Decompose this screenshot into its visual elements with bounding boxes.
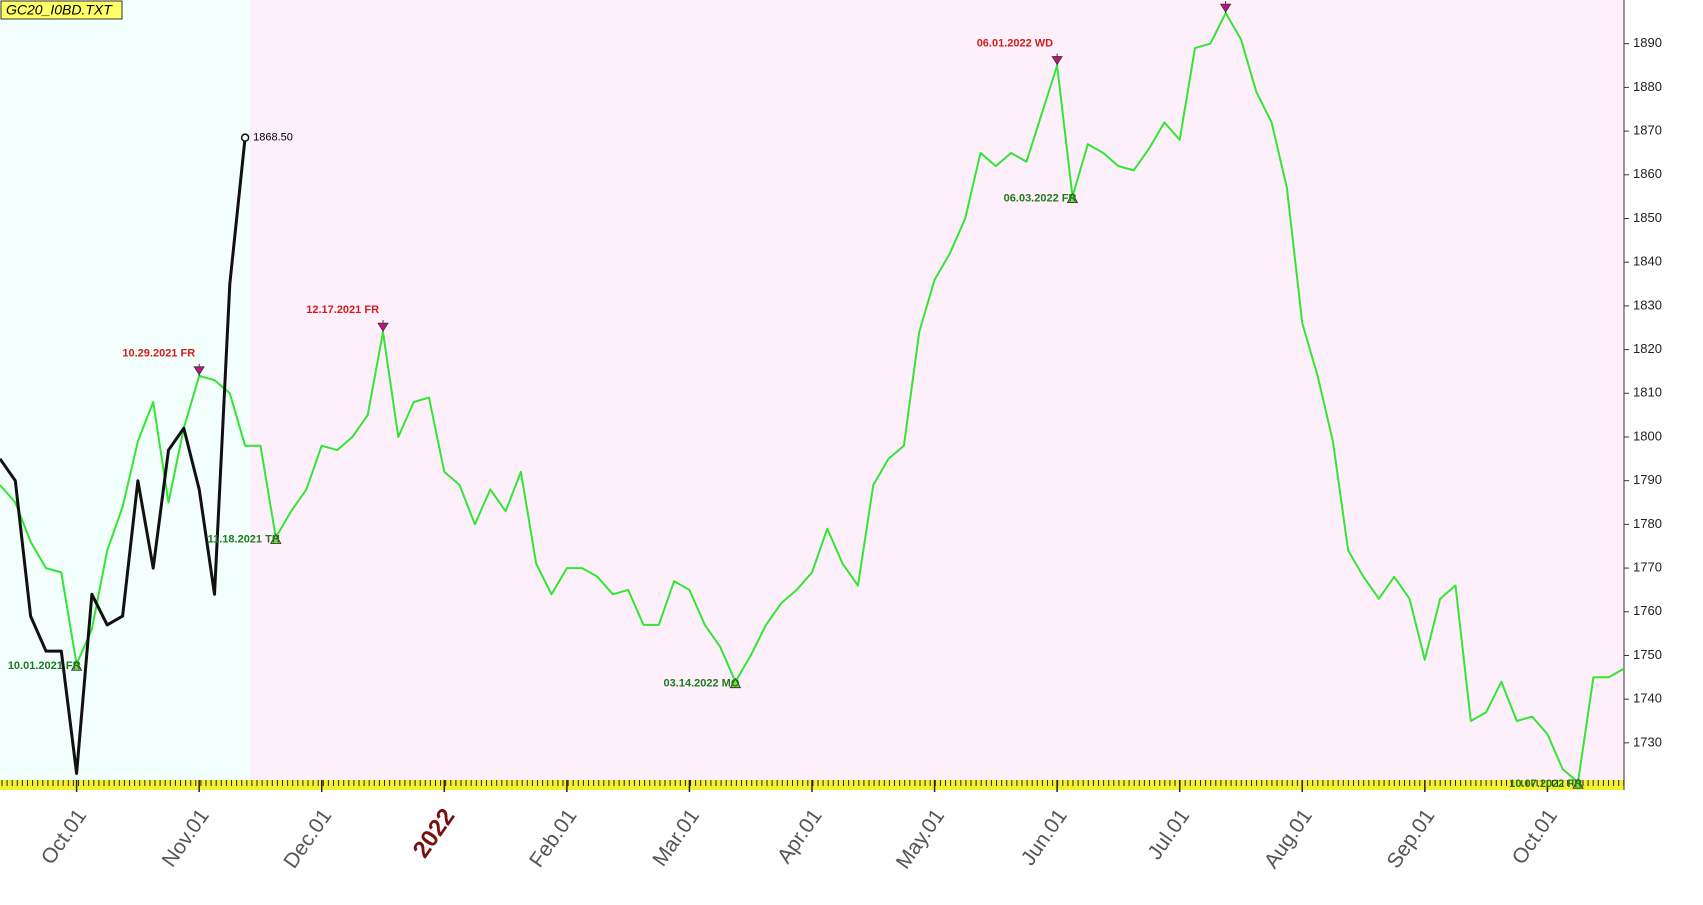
y-tick-label: 1820 xyxy=(1633,341,1662,356)
pivot-high-marker xyxy=(193,366,205,376)
pivot-low-marker xyxy=(270,533,282,544)
x-tick-label: Aug.01 xyxy=(1260,805,1317,873)
y-tick-label: 1830 xyxy=(1633,297,1662,312)
x-tick-label: Dec.01 xyxy=(279,805,336,873)
pivot-label: 06.03.2022 FR xyxy=(1004,193,1077,205)
y-tick-label: 1870 xyxy=(1633,123,1662,138)
pivot-label: 11.18.2021 TH xyxy=(208,533,280,545)
x-tick-label: Oct.01 xyxy=(1508,805,1562,869)
series-line xyxy=(0,137,247,775)
y-tick-label: 1840 xyxy=(1633,254,1662,269)
x-tick-label: Jul.01 xyxy=(1143,805,1194,864)
y-tick-label: 1860 xyxy=(1633,166,1662,181)
series-line xyxy=(0,12,1625,784)
pivot-low-marker xyxy=(70,660,83,671)
value-label: 1868.50 xyxy=(253,132,293,144)
pivot-label: 06.01.2022 WD xyxy=(977,37,1053,49)
pivot-low-marker xyxy=(1066,192,1079,204)
y-tick-label: 1800 xyxy=(1633,428,1662,443)
y-tick-label: 1760 xyxy=(1633,603,1662,618)
x-tick-label: Mar.01 xyxy=(648,805,704,871)
y-tick-label: 1890 xyxy=(1633,35,1662,50)
pivot-label: 03.14.2022 MO xyxy=(664,678,740,690)
end-point xyxy=(240,133,250,142)
pivot-label: 10.29.2021 FR xyxy=(122,348,195,360)
x-tick-label: Feb.01 xyxy=(525,805,581,872)
y-tick-label: 1880 xyxy=(1633,79,1662,94)
pivot-label: 10.01.2021 FR xyxy=(8,660,81,672)
y-tick-label: 1740 xyxy=(1633,691,1662,706)
projection-background xyxy=(250,0,1624,780)
pivot-label: 12.17.2021 FR xyxy=(306,304,379,316)
y-tick-label: 1770 xyxy=(1633,560,1662,575)
pivot-label: 10.07.2022 FR xyxy=(1509,778,1582,790)
history-background xyxy=(0,0,250,780)
y-tick-label: 1810 xyxy=(1633,385,1662,400)
y-tick-label: 1850 xyxy=(1633,210,1662,225)
chart-title: GC20_I0BD.TXT xyxy=(6,2,113,18)
pivot-high-marker xyxy=(1051,56,1063,66)
x-tick-label: Sep.01 xyxy=(1382,805,1439,873)
title-box xyxy=(0,0,123,20)
pivot-high-marker xyxy=(377,322,389,332)
pivot-high-marker xyxy=(1219,3,1232,13)
x-tick-label: Jun.01 xyxy=(1017,805,1072,870)
x-tick-label: 2022 xyxy=(408,804,461,863)
x-tick-label: May.01 xyxy=(892,805,949,873)
y-tick-label: 1780 xyxy=(1633,516,1662,531)
x-tick-label: Oct.01 xyxy=(37,805,91,869)
pivot-low-marker xyxy=(1572,778,1584,789)
pivot-low-marker xyxy=(729,677,742,689)
y-tick-label: 1730 xyxy=(1633,734,1662,749)
y-tick-label: 1790 xyxy=(1633,472,1662,487)
x-tick-label: Nov.01 xyxy=(158,805,214,871)
y-tick-label: 1750 xyxy=(1633,647,1662,662)
x-tick-label: Apr.01 xyxy=(773,805,827,868)
